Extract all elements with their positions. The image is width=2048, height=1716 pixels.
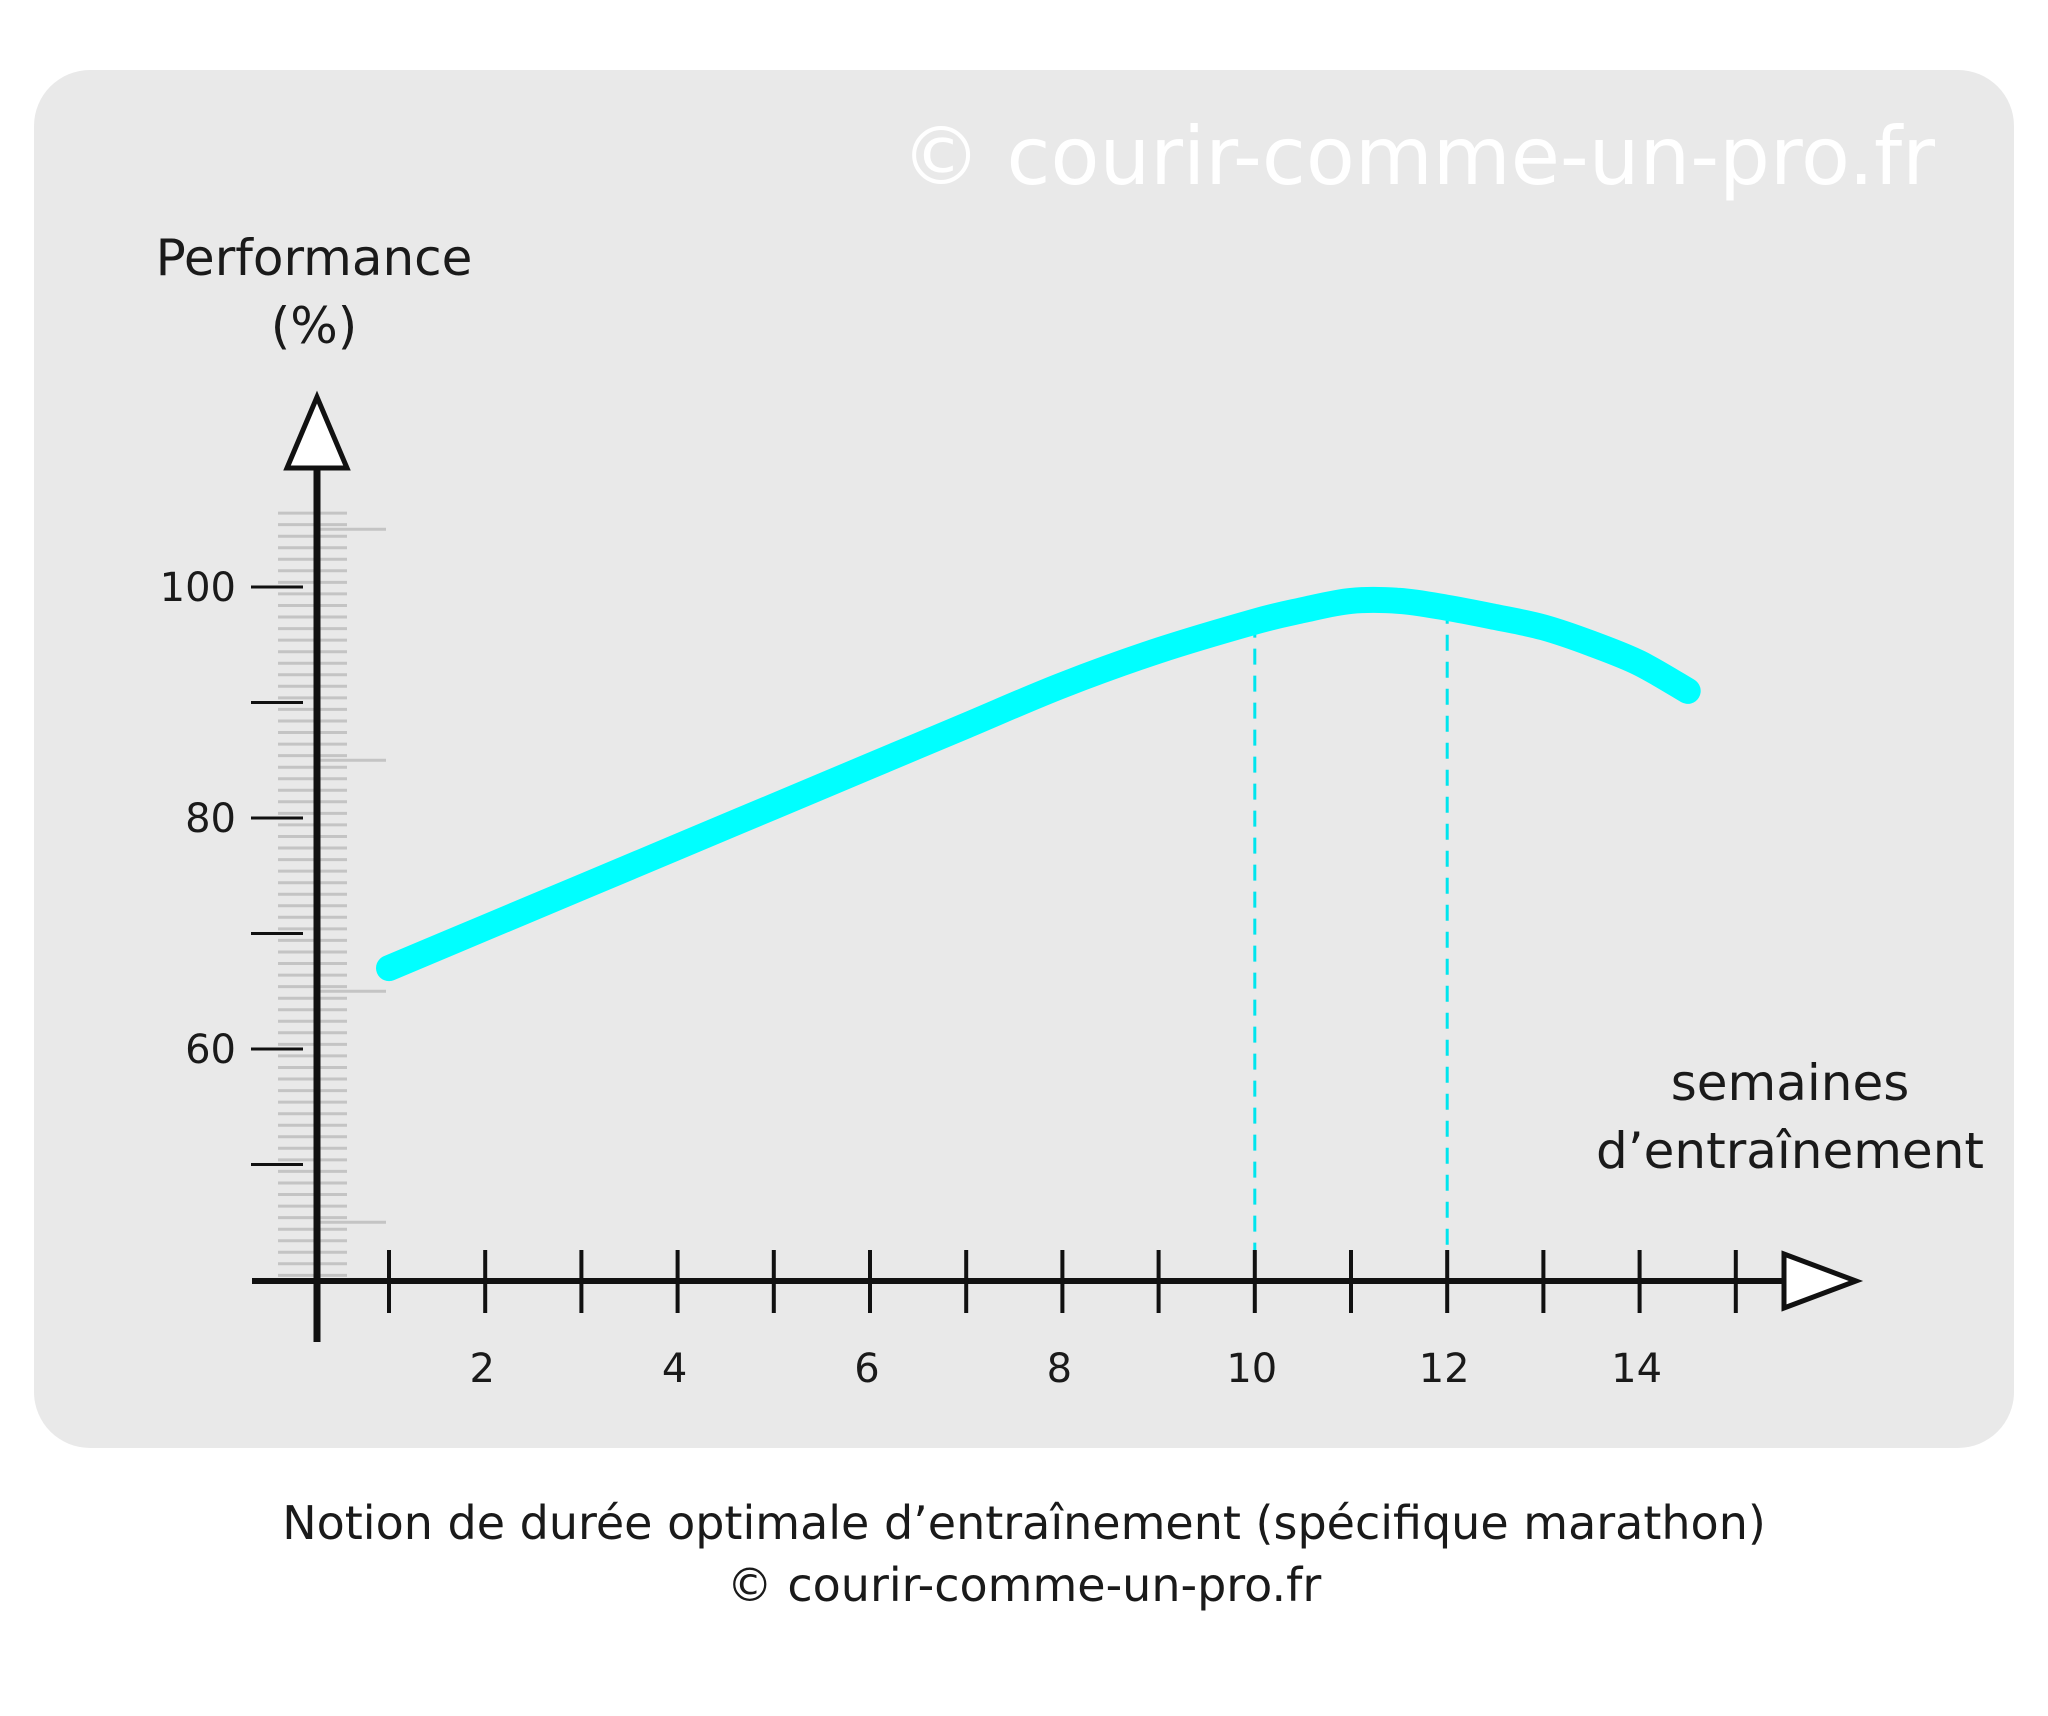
x-axis-title-line2: d’entraînement — [1596, 1122, 1984, 1180]
y-tick-label-60: 60 — [185, 1027, 236, 1073]
y-ticks: 60 80 100 — [160, 565, 303, 1166]
x-tick-label-8: 8 — [1047, 1346, 1072, 1392]
reference-lines — [1253, 607, 1449, 1250]
axes — [252, 390, 1864, 1342]
y-axis-title-line1: Performance — [156, 229, 473, 287]
caption-line1: Notion de durée optimale d’entraînement … — [282, 1496, 1766, 1550]
x-axis-title-line1: semaines — [1671, 1054, 1910, 1112]
x-axis-arrow — [1781, 1250, 1864, 1312]
y-tick-label-80: 80 — [185, 796, 236, 842]
x-tick-label-14: 14 — [1611, 1346, 1662, 1392]
series-group — [376, 586, 1701, 982]
watermark: © courir-comme-un-pro.fr — [901, 110, 1935, 203]
y-axis-title-line2: (%) — [271, 297, 358, 355]
y-scale-ruler — [278, 511, 386, 1277]
x-tick-label-4: 4 — [662, 1346, 687, 1392]
series-line-0 — [376, 586, 1701, 982]
y-axis-arrow — [283, 390, 351, 471]
x-tick-label-6: 6 — [854, 1346, 879, 1392]
x-tick-label-12: 12 — [1419, 1346, 1470, 1392]
caption-line2: © courir-comme-un-pro.fr — [726, 1558, 1322, 1612]
y-tick-label-100: 100 — [160, 565, 236, 611]
x-ticks: 2 4 6 8 10 12 14 — [387, 1250, 1738, 1392]
x-tick-label-2: 2 — [469, 1346, 494, 1392]
x-tick-label-10: 10 — [1226, 1346, 1277, 1392]
